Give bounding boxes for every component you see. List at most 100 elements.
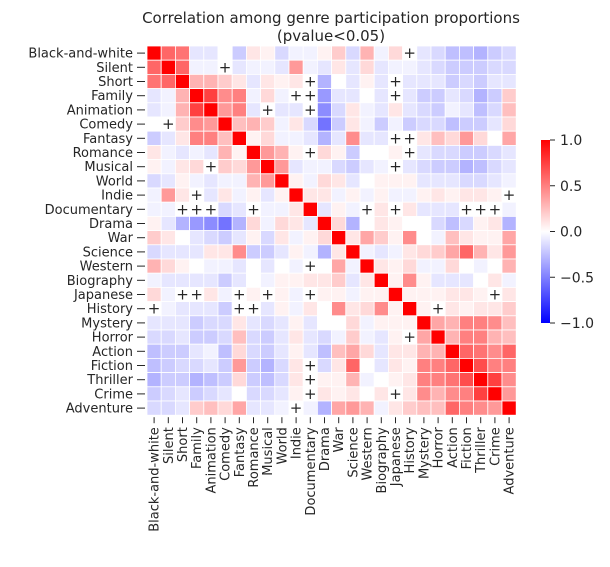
column-label: Documentary (304, 427, 319, 516)
cell-12-21 (444, 215, 460, 231)
cell-9-10 (288, 173, 304, 189)
cell-18-14 (345, 301, 361, 317)
cell-9-19 (416, 173, 432, 189)
cell-10-16 (373, 187, 389, 203)
cell-7-12 (316, 144, 332, 160)
cell-14-24 (487, 244, 503, 260)
marker-11-3: + (190, 200, 203, 218)
marker-18-20: + (432, 300, 445, 318)
cell-19-0 (146, 315, 162, 331)
cell-23-0 (146, 372, 162, 388)
cell-25-16 (373, 400, 389, 416)
cell-10-0 (146, 187, 162, 203)
cell-16-19 (416, 272, 432, 288)
row-label: Animation (67, 103, 133, 118)
cell-22-20 (430, 357, 446, 373)
cell-0-4 (203, 45, 219, 61)
cell-9-5 (217, 173, 233, 189)
cell-4-9 (274, 102, 290, 118)
cell-5-15 (359, 116, 375, 132)
cell-6-12 (316, 130, 332, 146)
row-label: Documentary (45, 203, 134, 218)
cell-1-7 (245, 59, 261, 75)
cell-25-6 (231, 400, 247, 416)
cell-14-1 (160, 244, 176, 260)
cell-18-4 (203, 301, 219, 317)
cell-2-13 (331, 74, 347, 90)
row-label: Biography (67, 274, 134, 289)
cell-17-19 (416, 286, 432, 302)
cell-0-21 (444, 45, 460, 61)
cell-24-22 (458, 386, 474, 402)
cell-7-20 (430, 144, 446, 160)
cell-2-23 (473, 74, 489, 90)
cell-4-23 (473, 102, 489, 118)
cell-20-11 (302, 329, 318, 345)
marker-11-23: + (474, 200, 487, 218)
cell-23-3 (189, 372, 205, 388)
cell-1-14 (345, 59, 361, 75)
cell-11-13 (331, 201, 347, 217)
chart-title: Correlation among genre participation pr… (142, 9, 520, 27)
cell-25-19 (416, 400, 432, 416)
cell-14-16 (373, 244, 389, 260)
cell-2-3 (189, 74, 205, 90)
cell-16-1 (160, 272, 176, 288)
cell-15-8 (260, 258, 276, 274)
cell-7-22 (458, 144, 474, 160)
cell-5-13 (331, 116, 347, 132)
cell-18-9 (274, 301, 290, 317)
cell-14-21 (444, 244, 460, 260)
cell-14-2 (174, 244, 190, 260)
cell-14-6 (231, 244, 247, 260)
cell-22-18 (402, 357, 418, 373)
cell-9-7 (245, 173, 261, 189)
cell-11-8 (260, 201, 276, 217)
cell-12-4 (203, 215, 219, 231)
cell-4-19 (416, 102, 432, 118)
cell-0-15 (359, 45, 375, 61)
column-label: Silent (162, 427, 177, 464)
cell-23-24 (487, 372, 503, 388)
cell-14-22 (458, 244, 474, 260)
cell-21-2 (174, 343, 190, 359)
cell-20-25 (501, 329, 517, 345)
cell-11-10 (288, 201, 304, 217)
cell-22-10 (288, 357, 304, 373)
cell-20-13 (331, 329, 347, 345)
column-label: Thriller (474, 427, 489, 474)
marker-17-3: + (190, 286, 203, 304)
cell-25-23 (473, 400, 489, 416)
cell-15-25 (501, 258, 517, 274)
cell-24-1 (160, 386, 176, 402)
cell-10-14 (345, 187, 361, 203)
cell-9-0 (146, 173, 162, 189)
cell-11-6 (231, 201, 247, 217)
cell-3-9 (274, 88, 290, 104)
cell-19-7 (245, 315, 261, 331)
cell-15-20 (430, 258, 446, 274)
marker-22-11: + (304, 357, 317, 375)
cell-17-9 (274, 286, 290, 302)
cell-9-16 (373, 173, 389, 189)
cell-9-4 (203, 173, 219, 189)
cell-4-13 (331, 102, 347, 118)
cell-2-18 (402, 74, 418, 90)
cell-23-14 (345, 372, 361, 388)
cell-23-22 (458, 372, 474, 388)
cell-8-14 (345, 159, 361, 175)
cell-22-5 (217, 357, 233, 373)
cell-23-2 (174, 372, 190, 388)
cell-3-20 (430, 88, 446, 104)
cell-7-5 (217, 144, 233, 160)
cell-4-20 (430, 102, 446, 118)
cell-13-7 (245, 230, 261, 246)
cell-4-21 (444, 102, 460, 118)
cell-17-1 (160, 286, 176, 302)
cell-7-23 (473, 144, 489, 160)
cell-16-0 (146, 272, 162, 288)
cell-21-3 (189, 343, 205, 359)
cell-0-13 (331, 45, 347, 61)
row-label: War (108, 231, 134, 246)
cell-13-6 (231, 230, 247, 246)
